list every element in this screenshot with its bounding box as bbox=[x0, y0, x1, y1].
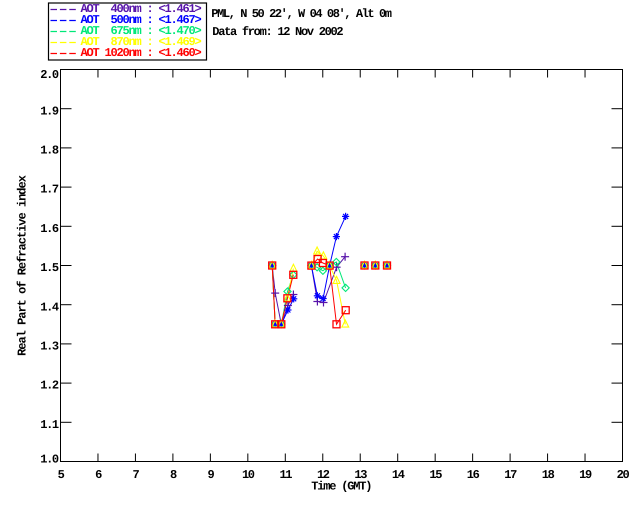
svg-text:Real Part of Refractive index: Real Part of Refractive index bbox=[16, 175, 30, 356]
svg-text:6: 6 bbox=[95, 468, 102, 482]
svg-text:15: 15 bbox=[429, 468, 442, 482]
svg-text:9: 9 bbox=[207, 468, 214, 482]
svg-text:AOT 1020nm : <1.460>: AOT 1020nm : <1.460> bbox=[81, 46, 202, 60]
svg-text:12: 12 bbox=[317, 468, 330, 482]
svg-text:1.5: 1.5 bbox=[40, 261, 59, 275]
svg-text:1.0: 1.0 bbox=[40, 453, 59, 467]
svg-text:AOT 500nm : <1.467>: AOT 500nm : <1.467> bbox=[81, 13, 202, 27]
svg-text:AOT 400nm : <1.461>: AOT 400nm : <1.461> bbox=[81, 2, 202, 16]
svg-text:1.1: 1.1 bbox=[40, 418, 59, 432]
svg-text:AOT 675nm : <1.470>: AOT 675nm : <1.470> bbox=[81, 24, 202, 38]
svg-text:1.4: 1.4 bbox=[40, 300, 59, 314]
svg-text:1.3: 1.3 bbox=[40, 340, 59, 354]
svg-text:Data from: 12 Nov 2002: Data from: 12 Nov 2002 bbox=[212, 25, 343, 39]
svg-text:5: 5 bbox=[58, 468, 65, 482]
svg-text:10: 10 bbox=[242, 468, 255, 482]
svg-text:11: 11 bbox=[279, 468, 292, 482]
svg-text:16: 16 bbox=[467, 468, 480, 482]
svg-text:20: 20 bbox=[617, 468, 630, 482]
svg-text:14: 14 bbox=[392, 468, 405, 482]
svg-text:13: 13 bbox=[354, 468, 367, 482]
svg-text:1.7: 1.7 bbox=[40, 183, 59, 197]
svg-text:1.9: 1.9 bbox=[40, 104, 59, 118]
svg-text:18: 18 bbox=[542, 468, 555, 482]
svg-text:19: 19 bbox=[579, 468, 592, 482]
svg-text:8: 8 bbox=[170, 468, 177, 482]
svg-text:17: 17 bbox=[504, 468, 517, 482]
svg-text:1.6: 1.6 bbox=[40, 222, 59, 236]
svg-text:1.8: 1.8 bbox=[40, 144, 59, 158]
svg-text:PML, N 50 22', W 04 08', Alt 0: PML, N 50 22', W 04 08', Alt 0m bbox=[211, 7, 391, 21]
svg-text:Time (GMT): Time (GMT) bbox=[311, 479, 371, 493]
svg-text:1.2: 1.2 bbox=[40, 379, 59, 393]
svg-text:7: 7 bbox=[132, 468, 139, 482]
svg-text:AOT 870nm : <1.469>: AOT 870nm : <1.469> bbox=[81, 35, 202, 49]
svg-text:2.0: 2.0 bbox=[40, 68, 59, 82]
